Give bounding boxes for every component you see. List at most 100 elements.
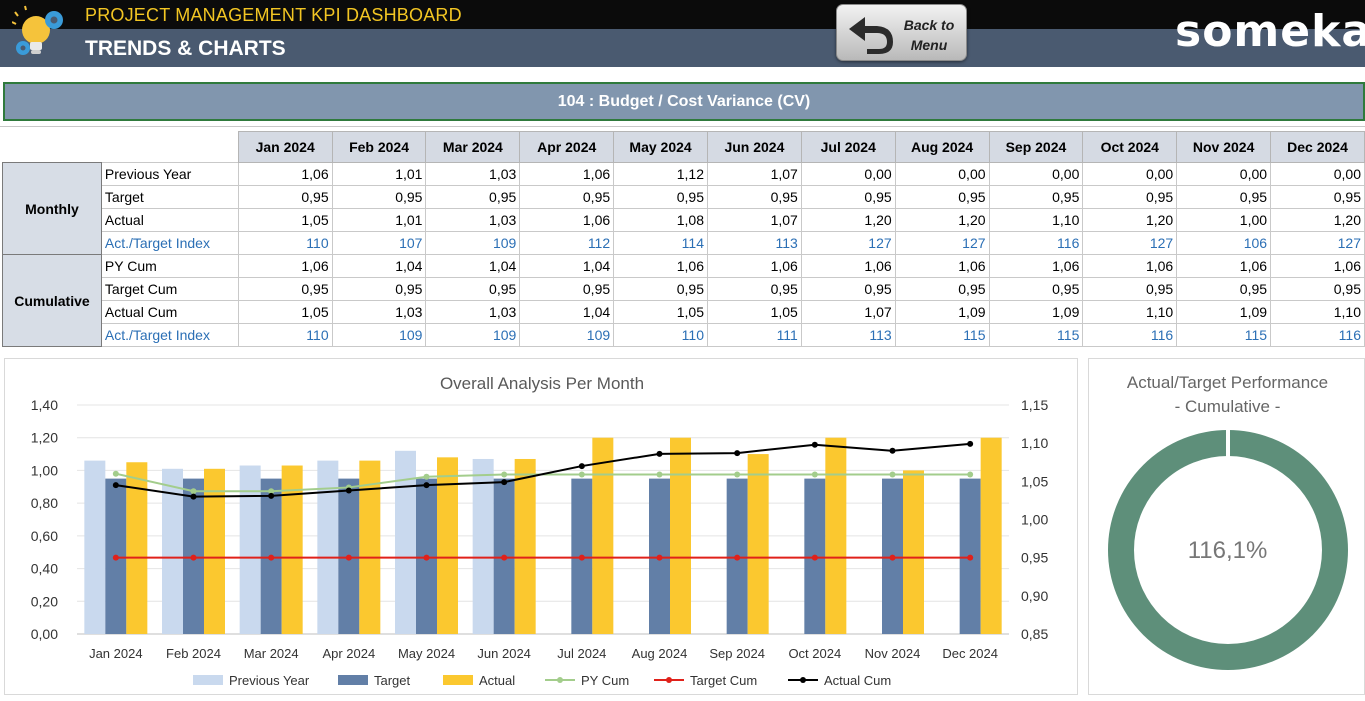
x-tick-label: Aug 2024 [632,646,688,661]
table-cell: 1,05 [613,300,708,324]
table-cell: 0,95 [1176,277,1272,301]
table-cell: 0,95 [519,277,615,301]
point-target-cum [967,554,974,561]
table-cell: 1,07 [707,162,802,186]
month-header: Mar 2024 [425,131,521,163]
table-cell: 1,06 [1176,254,1272,278]
bar-previous-year [162,468,183,634]
point-target-cum [656,554,663,561]
legend-label: Target Cum [690,673,757,688]
table-cell: 0,95 [1176,185,1272,209]
header-bar: PROJECT MANAGEMENT KPI DASHBOARD TRENDS … [0,0,1365,67]
x-tick-label: Apr 2024 [322,646,375,661]
bar-actual [514,458,536,634]
bar-actual [903,470,924,634]
table-cell: 1,04 [519,254,615,278]
brand-logo-text: someka [1175,6,1365,57]
legend-marker-target-cum [666,677,672,683]
y2-tick-label: 0,90 [1021,588,1048,604]
table-cell: 0,95 [707,277,802,301]
table-cell: 1,06 [707,254,802,278]
table-cell: 1,10 [1082,300,1178,324]
table-cell: 1,06 [237,162,333,186]
bar-previous-year [472,458,494,634]
x-tick-label: Feb 2024 [166,646,221,661]
table-cell: 111 [707,323,802,347]
table-row: Target 0,95 0,95 0,95 0,95 0,95 0,95 0,95 0,95 0,… [3,185,1365,209]
table-cell: 115 [988,323,1084,347]
table-row: Actual Cum 1,05 1,03 1,03 1,04 1,05 1,05 1,07 1,… [3,300,1365,324]
table-cell: 0,95 [988,277,1084,301]
point-actual-cum [967,440,974,447]
month-header: Jan 2024 [237,131,333,163]
point-py-cum [734,471,741,478]
app-title: PROJECT MANAGEMENT KPI DASHBOARD [85,5,462,25]
kpi-data-table: Jan 2024 Feb 2024 Mar 2024 Apr 2024 May 2024… [2,131,1365,347]
table-cell: 1,04 [425,254,521,278]
table-cell: 0,95 [237,277,333,301]
legend-marker-py-cum [557,677,563,683]
overall-analysis-chart-svg: Overall Analysis Per Month 0,00 0,20 0,40 0,… [31,374,1049,688]
point-actual-cum [345,487,352,494]
table-row: Target Cum 0,95 0,95 0,95 0,95 0,95 0,95 0,95 0,… [3,277,1365,301]
month-header: Nov 2024 [1176,131,1272,163]
table-cell: 1,06 [237,254,333,278]
chart-title: Overall Analysis Per Month [440,374,644,393]
table-cell: 113 [800,323,896,347]
month-header: Dec 2024 [1270,131,1365,163]
x-tick-label: Sep 2024 [709,646,765,661]
point-actual-cum [190,493,197,500]
table-cell: 0,95 [519,185,615,209]
month-header: Aug 2024 [894,131,990,163]
table-cell: 109 [425,231,521,255]
table-cell: 1,04 [519,300,615,324]
table-cell: 107 [331,231,427,255]
header-top-strip [0,0,1365,29]
overall-analysis-chart: Overall Analysis Per Month 0,00 0,20 0,40 0,… [4,358,1078,695]
table-cell: 0,00 [1176,162,1272,186]
legend-label: Actual [479,673,515,688]
table-cell: 1,00 [1176,208,1272,232]
divider [0,126,1365,127]
table-cell: 0,00 [800,162,896,186]
table-cell: 0,95 [613,277,708,301]
gauge-subtitle: - Cumulative - [1174,397,1281,416]
bar-actual [359,460,381,634]
y2-tick-label: 1,00 [1021,512,1048,528]
back-arrow-icon [849,17,893,54]
x-tick-label: Jun 2024 [477,646,531,661]
y2-tick-label: 1,10 [1021,435,1048,451]
row-label: Actual [100,208,239,232]
legend-label: Previous Year [229,673,310,688]
table-cell: 0,95 [894,185,990,209]
table-cell: 1,06 [800,254,896,278]
y2-tick-label: 0,85 [1021,626,1048,642]
x-tick-label: Dec 2024 [942,646,998,661]
bar-previous-year [84,460,106,634]
table-cell: 0,95 [1082,277,1178,301]
back-to-menu-button[interactable]: Back to Menu [836,4,967,61]
table-cell: 0,95 [894,277,990,301]
bar-actual [670,437,691,634]
legend-label: Actual Cum [824,673,891,688]
gauge-ring [1108,428,1348,670]
table-cell: 0,95 [707,185,802,209]
table-cell: 0,95 [800,277,896,301]
bar-actual [980,437,1002,634]
y-tick-label: 0,40 [31,561,58,577]
point-target-cum [889,554,896,561]
x-tick-label: Mar 2024 [244,646,299,661]
point-target-cum [811,554,818,561]
point-actual-cum [423,482,430,489]
legend-swatch-previous-year [193,675,223,685]
point-target-cum [501,554,508,561]
table-cell: 1,05 [237,300,333,324]
kpi-title-bar: 104 : Budget / Cost Variance (CV) [3,82,1365,121]
table-cell: 115 [894,323,990,347]
table-cell: 1,06 [1082,254,1178,278]
table-cell: 0,95 [331,185,427,209]
point-target-cum [190,554,197,561]
kpi-title: 104 : Budget / Cost Variance (CV) [557,93,811,110]
point-py-cum [112,470,119,477]
point-actual-cum [578,463,585,470]
